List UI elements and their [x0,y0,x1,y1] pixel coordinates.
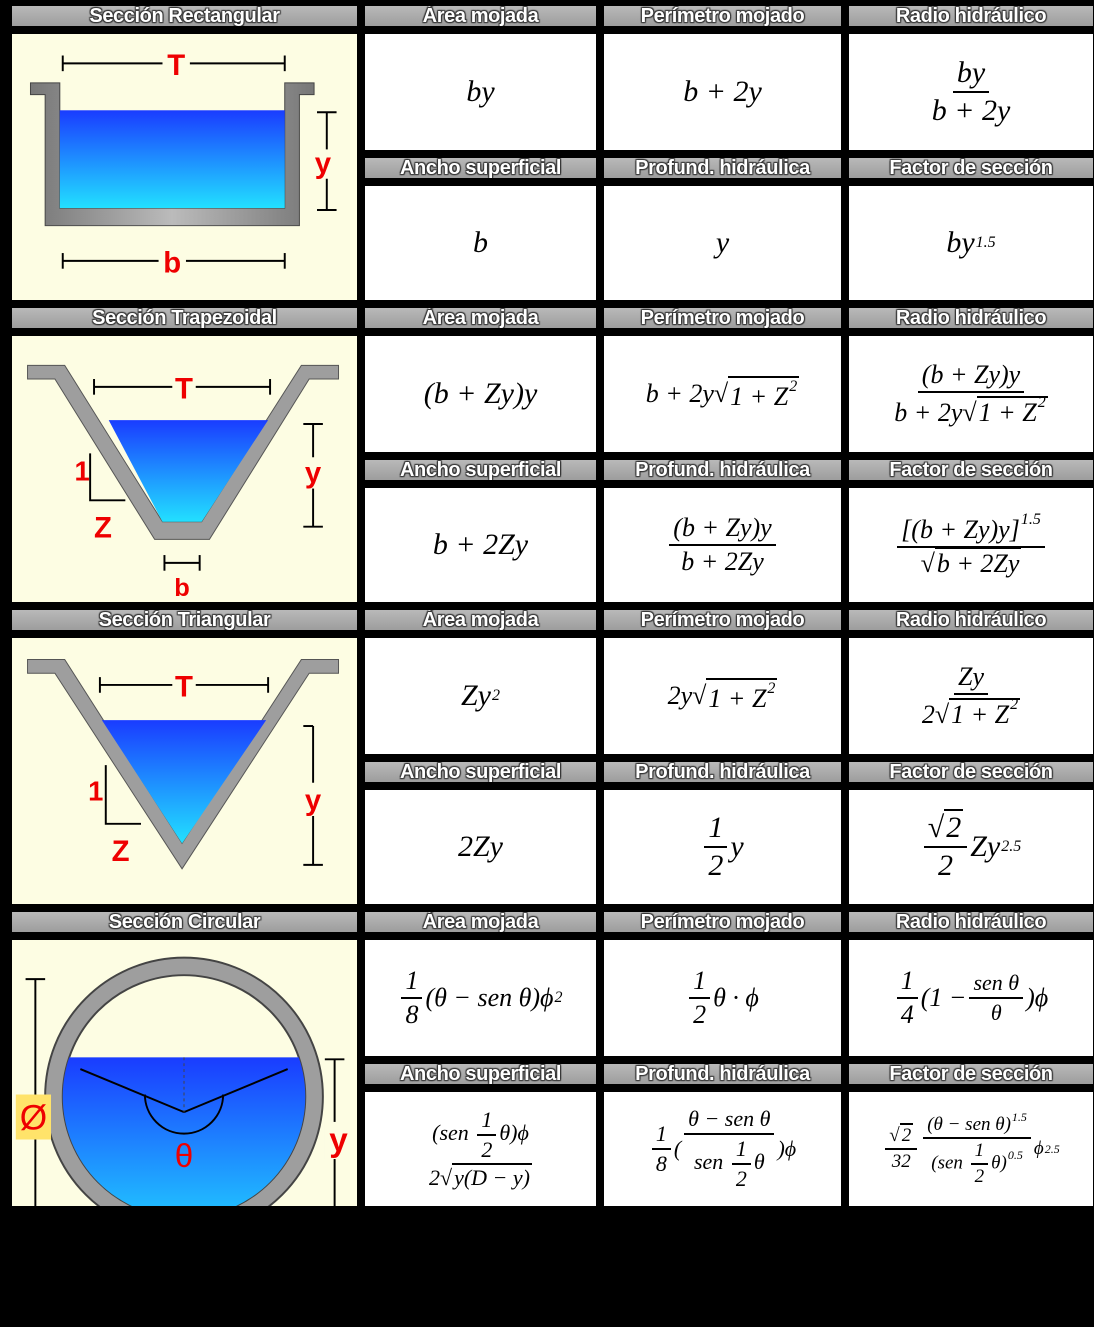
header-perimetro: Perímetro mojado [604,912,841,932]
section-title-circular: Sección Circular [12,912,357,932]
tri-area: Zy 2 [365,638,596,754]
header-factor: Factor de sección [849,460,1093,480]
header-ancho: Ancho superficial [365,1064,596,1084]
trap-radio: (b + Zy)y b + 2y√1 + Z2 [849,336,1093,452]
header-perimetro: Perímetro mojado [604,308,841,328]
svg-text:T: T [175,373,193,406]
header-area: Área mojada [365,6,596,26]
header-ancho: Ancho superficial [365,762,596,782]
svg-text:Z: Z [94,511,112,544]
circular-diagram: Ø y θ [12,940,357,1206]
label-y: y [315,147,332,180]
label-b: b [163,247,181,280]
trapezoidal-channel-icon: T y 1 Z b [27,364,340,602]
trap-ancho: b + 2Zy [365,488,596,602]
tri-perimetro: 2y √ 1 + Z2 [604,638,841,754]
header-factor: Factor de sección [849,1064,1093,1084]
header-perimetro: Perímetro mojado [604,6,841,26]
trap-profund: (b + Zy)y b + 2Zy [604,488,841,602]
svg-text:Z: Z [112,835,130,868]
header-radio: Radio hidráulico [849,610,1093,630]
rect-radio: by b + 2y [849,34,1093,150]
header-factor: Factor de sección [849,762,1093,782]
triangular-channel-icon: T y 1 Z [27,659,340,870]
header-perimetro: Perímetro mojado [604,610,841,630]
svg-text:1: 1 [74,456,89,487]
rect-ancho: b [365,186,596,300]
header-radio: Radio hidráulico [849,308,1093,328]
svg-text:1: 1 [88,775,103,806]
header-area: Área mojada [365,610,596,630]
section-title-rectangular: Sección Rectangular [12,6,357,26]
circ-profund: 1 8(θ − sen θ sen 1 2 θ)ϕ [604,1092,841,1206]
svg-text:y: y [329,1122,348,1159]
header-radio: Radio hidráulico [849,6,1093,26]
circular-pipe-icon: Ø y θ [15,956,355,1206]
rect-perimetro: b + 2y [604,34,841,150]
rect-area: by [365,34,596,150]
svg-text:y: y [305,457,322,490]
rect-profund: y [604,186,841,300]
header-profund: Profund. hidráulica [604,460,841,480]
header-area: Área mojada [365,912,596,932]
rect-factor: by 1.5 [849,186,1093,300]
triangular-diagram: T y 1 Z [12,638,357,904]
header-ancho: Ancho superficial [365,158,596,178]
circ-area: 1 8 (θ − sen θ)ϕ 2 [365,940,596,1056]
trap-perimetro: b + 2y √ 1 + Z2 [604,336,841,452]
trapezoidal-diagram: T y 1 Z b [12,336,357,602]
svg-text:T: T [175,671,193,704]
tri-radio: Zy 2√1 + Z2 [849,638,1093,754]
svg-text:θ: θ [175,1138,194,1175]
label-T: T [167,49,185,82]
header-factor: Factor de sección [849,158,1093,178]
header-ancho: Ancho superficial [365,460,596,480]
circ-radio: 1 4 (1 − sen θ θ) ϕ [849,940,1093,1056]
trap-area: (b + Zy)y [365,336,596,452]
header-area: Área mojada [365,308,596,328]
section-title-trapezoidal: Sección Trapezoidal [12,308,357,328]
svg-text:b: b [174,574,190,602]
trap-factor: [(b + Zy)y]1.5 √b + 2Zy [849,488,1093,602]
header-radio: Radio hidráulico [849,912,1093,932]
section-title-triangular: Sección Triangular [12,610,357,630]
header-profund: Profund. hidráulica [604,158,841,178]
circ-ancho: (sen 1 2 θ)ϕ 2√y(D − y) [365,1092,596,1206]
tri-ancho: 2Zy [365,790,596,904]
header-profund: Profund. hidráulica [604,762,841,782]
svg-text:Ø: Ø [20,1099,47,1138]
svg-text:y: y [305,784,322,817]
circ-factor: √ 2 32 (θ − sen θ)1.5 (sen 1 2 θ)0.5 ϕ 2.5 [849,1092,1093,1206]
rectangular-diagram: T y b [12,34,357,300]
rectangular-channel-icon: T y b [29,48,349,280]
header-profund: Profund. hidráulica [604,1064,841,1084]
tri-factor: √2 2 Zy 2.5 [849,790,1093,904]
